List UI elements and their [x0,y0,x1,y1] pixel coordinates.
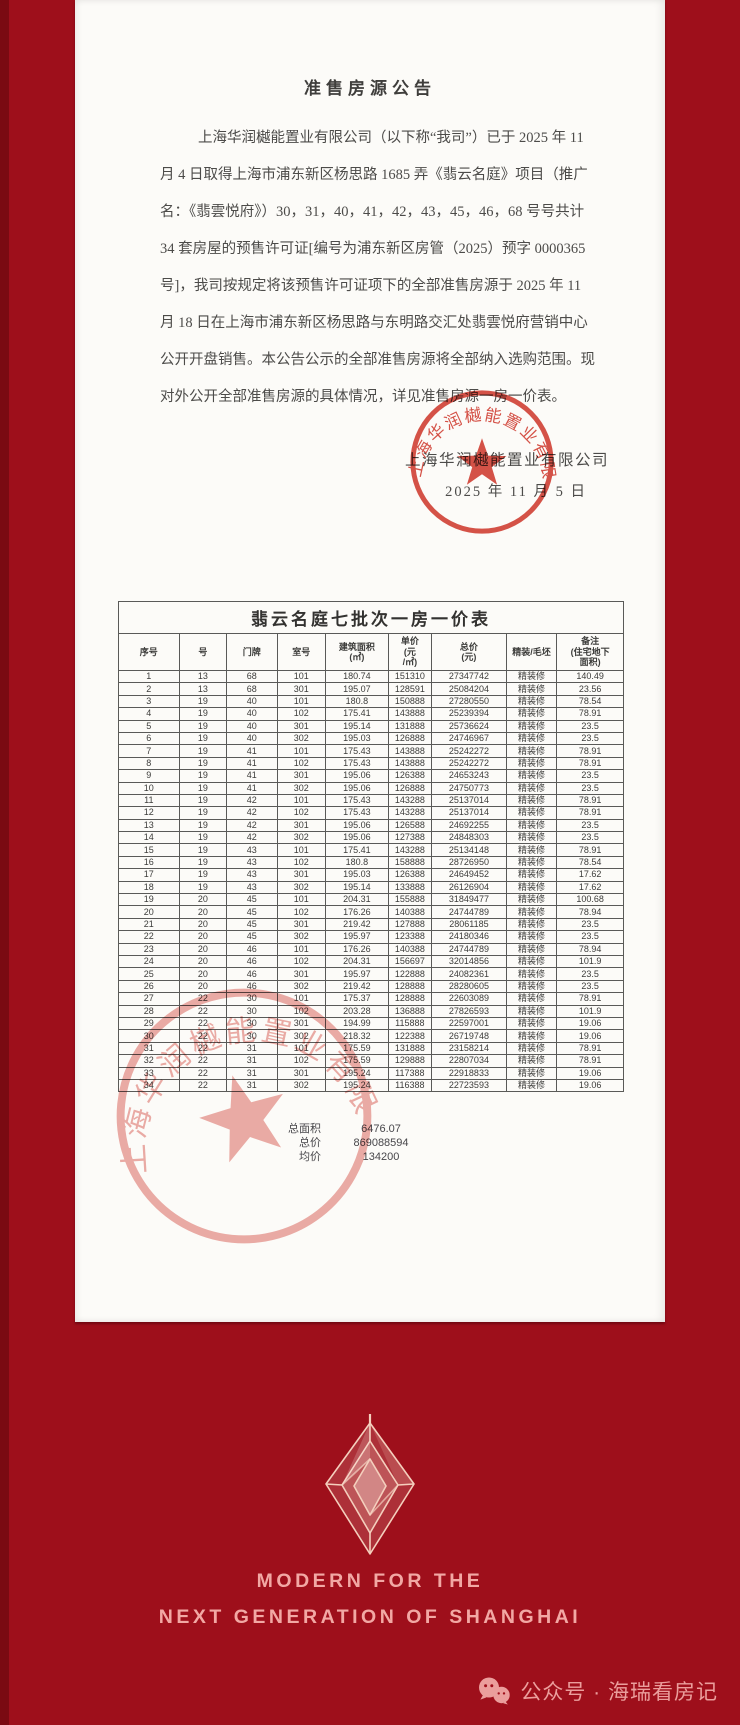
table-row: 30 22 30 302 218.32 122388 26719748 精装修 19.06 [118,1029,624,1043]
table-row: 33 22 31 301 195.24 117388 22918833 精装修 19.06 [118,1066,624,1080]
summary-row: 总价 869088594 [233,1136,429,1150]
table-row: 15 19 43 101 175.41 143288 25134148 精装修 78.91 [118,843,624,857]
summary-value: 869088594 [353,1137,409,1149]
table-row: 34 22 31 302 195.24 116388 22723593 精装修 19.06 [118,1078,624,1093]
paragraph-line: 上海华润樾能置业有限公司（以下称“我司”）已于 2025 年 11 [198,130,584,146]
summary-totals: 总面积 6476.07 总价 869088594 均价 134200 [233,1122,429,1164]
table-row: 2 13 68 301 195.07 128591 25084204 精装修 23.56 [118,682,624,696]
summary-value: 6476.07 [361,1123,401,1135]
table-row: 14 19 42 302 195.06 127388 24848303 精装修 23.5 [118,831,624,845]
table-row: 4 19 40 102 175.41 143888 25239394 精装修 78.91 [118,707,624,721]
table-row: 23 20 46 101 176.26 140388 24744789 精装修 78.94 [118,942,624,957]
table-body: 1 13 68 101 180.74 151310 27347742 精装修 140.49 2 13… [118,669,624,1093]
paragraph-line: 月 18 日在上海市浦东新区杨思路与东明路交汇处翡雲悦府营销中心 [160,315,588,331]
paragraph-line: 对外公开全部准售房源的具体情况，详见准售房源一房一价表。 [160,389,566,405]
table-row: 25 20 46 301 195.97 122888 24082361 精装修 23.5 [118,967,624,981]
summary-row: 均价 134200 [233,1150,429,1164]
announcement-document: 准售房源公告 上海华润樾能置业有限公司（以下称“我司”）已于 2025 年 11… [70,0,665,1322]
table-row: 16 19 43 102 180.8 158888 28726950 精装修 78.54 [118,855,624,870]
table-row: 27 22 30 101 175.37 128888 22603089 精装修 78.91 [118,992,624,1006]
footer-watermark: 公众号 · 海瑞看房记 [477,1676,718,1706]
table-row: 9 19 41 301 195.06 126388 24653243 精装修 23.5 [118,769,624,783]
summary-label: 总面积 [288,1123,321,1135]
table-row: 28 22 30 102 203.28 136888 27826593 精装修 101.9 [118,1004,624,1018]
paragraph-line: 34 套房屋的预售许可证[编号为浦东新区房管（2025）预字 0000365 [160,241,586,257]
summary-label: 总价 [299,1137,321,1149]
table-row: 7 19 41 101 175.43 143888 25242272 精装修 78.91 [118,744,624,758]
paragraph-line: 月 4 日取得上海市浦东新区杨思路 1685 弄《翡云名庭》项目（推广 [160,167,588,183]
signature-date: 2025 年 11 月 5 日 [445,484,587,500]
summary-row: 总面积 6476.07 [233,1122,429,1136]
table-row: 22 20 45 302 195.97 123388 24180346 精装修 23.5 [118,930,624,944]
wechat-icon [479,1677,511,1705]
price-table: 翡云名庭七批次一房一价表 序号号门牌 室号 建筑面积 (㎡) 单价 (元/㎡) 总价 (元) 精… [118,601,624,1093]
paragraph-line: 公开开盘销售。本公告公示的全部准售房源将全部纳入选购范围。现 [160,352,595,368]
table-row: 20 20 45 102 176.26 140388 24744789 精装修 78.94 [118,905,624,919]
table-row: 12 19 42 102 175.43 143288 25137014 精装修 78.91 [118,806,624,820]
column-header: 号 [178,633,228,671]
table-row: 18 19 43 302 195.14 133888 26126904 精装修 17.62 [118,880,624,895]
paragraph-line: 号]，我司按规定将该预售许可证项下的全部准售房源于 2025 年 11 [160,278,582,294]
announcement-body: 上海华润樾能置业有限公司（以下称“我司”）已于 2025 年 11 月 4 日取得… [160,120,595,416]
table-row: 10 19 41 302 195.06 126888 24750773 精装修 23.5 [118,781,624,795]
table-row: 19 20 45 101 204.31 155888 31849477 精装修 100.68 [118,893,624,907]
table-row: 8 19 41 102 175.43 143888 25242272 精装修 78.91 [118,756,624,771]
table-row: 29 22 30 301 194.99 115888 22597001 精装修 19.06 [118,1016,624,1031]
table-title: 翡云名庭七批次一房一价表 [118,601,624,634]
page-title: 准售房源公告 [304,79,436,98]
table-row: 3 19 40 101 180.8 150888 27280550 精装修 78.54 [118,694,624,709]
table-row: 11 19 42 101 175.43 143288 25137014 精装修 78.91 [118,793,624,808]
column-header: 备注 (住宅地下 面积) [556,633,624,671]
column-header: 总价 (元) [431,633,507,671]
table-row: 17 19 43 301 195.03 126388 24649452 精装修 17.62 [118,868,624,882]
table-row: 13 19 42 301 195.06 126588 24692255 精装修 23.5 [118,818,624,833]
table-row: 32 22 31 102 175.59 129888 22807034 精装修 78.91 [118,1054,624,1068]
table-row: 21 20 45 301 219.42 127888 28061185 精装修 23.5 [118,917,624,932]
column-header: 门牌 [226,633,278,671]
signature-company: 上海华润樾能置业有限公司 [404,452,609,469]
table-row: 1 13 68 101 180.74 151310 27347742 精装修 140.49 [118,669,624,684]
table-header-row: 序号号门牌 室号 建筑面积 (㎡) 单价 (元/㎡) 总价 (元) 精装/毛坯 备注 (住宅地下 面积… [118,633,624,671]
left-edge-strip [0,0,9,1725]
tagline-line-1: MODERN FOR THE [256,1570,484,1592]
table-row: 5 19 40 301 195.14 131888 25736624 精装修 23.5 [118,719,624,733]
column-header: 序号 [118,633,180,671]
column-header: 建筑面积 (㎡) [325,633,389,671]
tagline-line-2: NEXT GENERATION OF SHANGHAI [158,1606,582,1628]
summary-value: 134200 [362,1151,400,1163]
table-row: 31 22 31 101 175.59 131888 23158214 精装修 78.91 [118,1041,624,1056]
table-row: 24 20 46 102 204.31 156697 32014856 精装修 101.9 [118,954,624,969]
table-row: 26 20 46 302 219.42 128888 28280605 精装修 23.5 [118,979,624,994]
paragraph-line: 名：《翡雲悦府》）30，31，40，41，42，43，45，46，68 号号共计 [160,204,585,220]
table-row: 6 19 40 302 195.03 126888 24746967 精装修 23.5 [118,731,624,746]
column-header: 室号 [276,633,327,671]
summary-label: 均价 [299,1151,321,1163]
column-header: 单价 (元/㎡) [387,633,433,671]
watermark-text: 公众号 · 海瑞看房记 [520,1681,718,1704]
crystal-logo [325,1414,415,1555]
column-header: 精装/毛坯 [505,633,558,671]
